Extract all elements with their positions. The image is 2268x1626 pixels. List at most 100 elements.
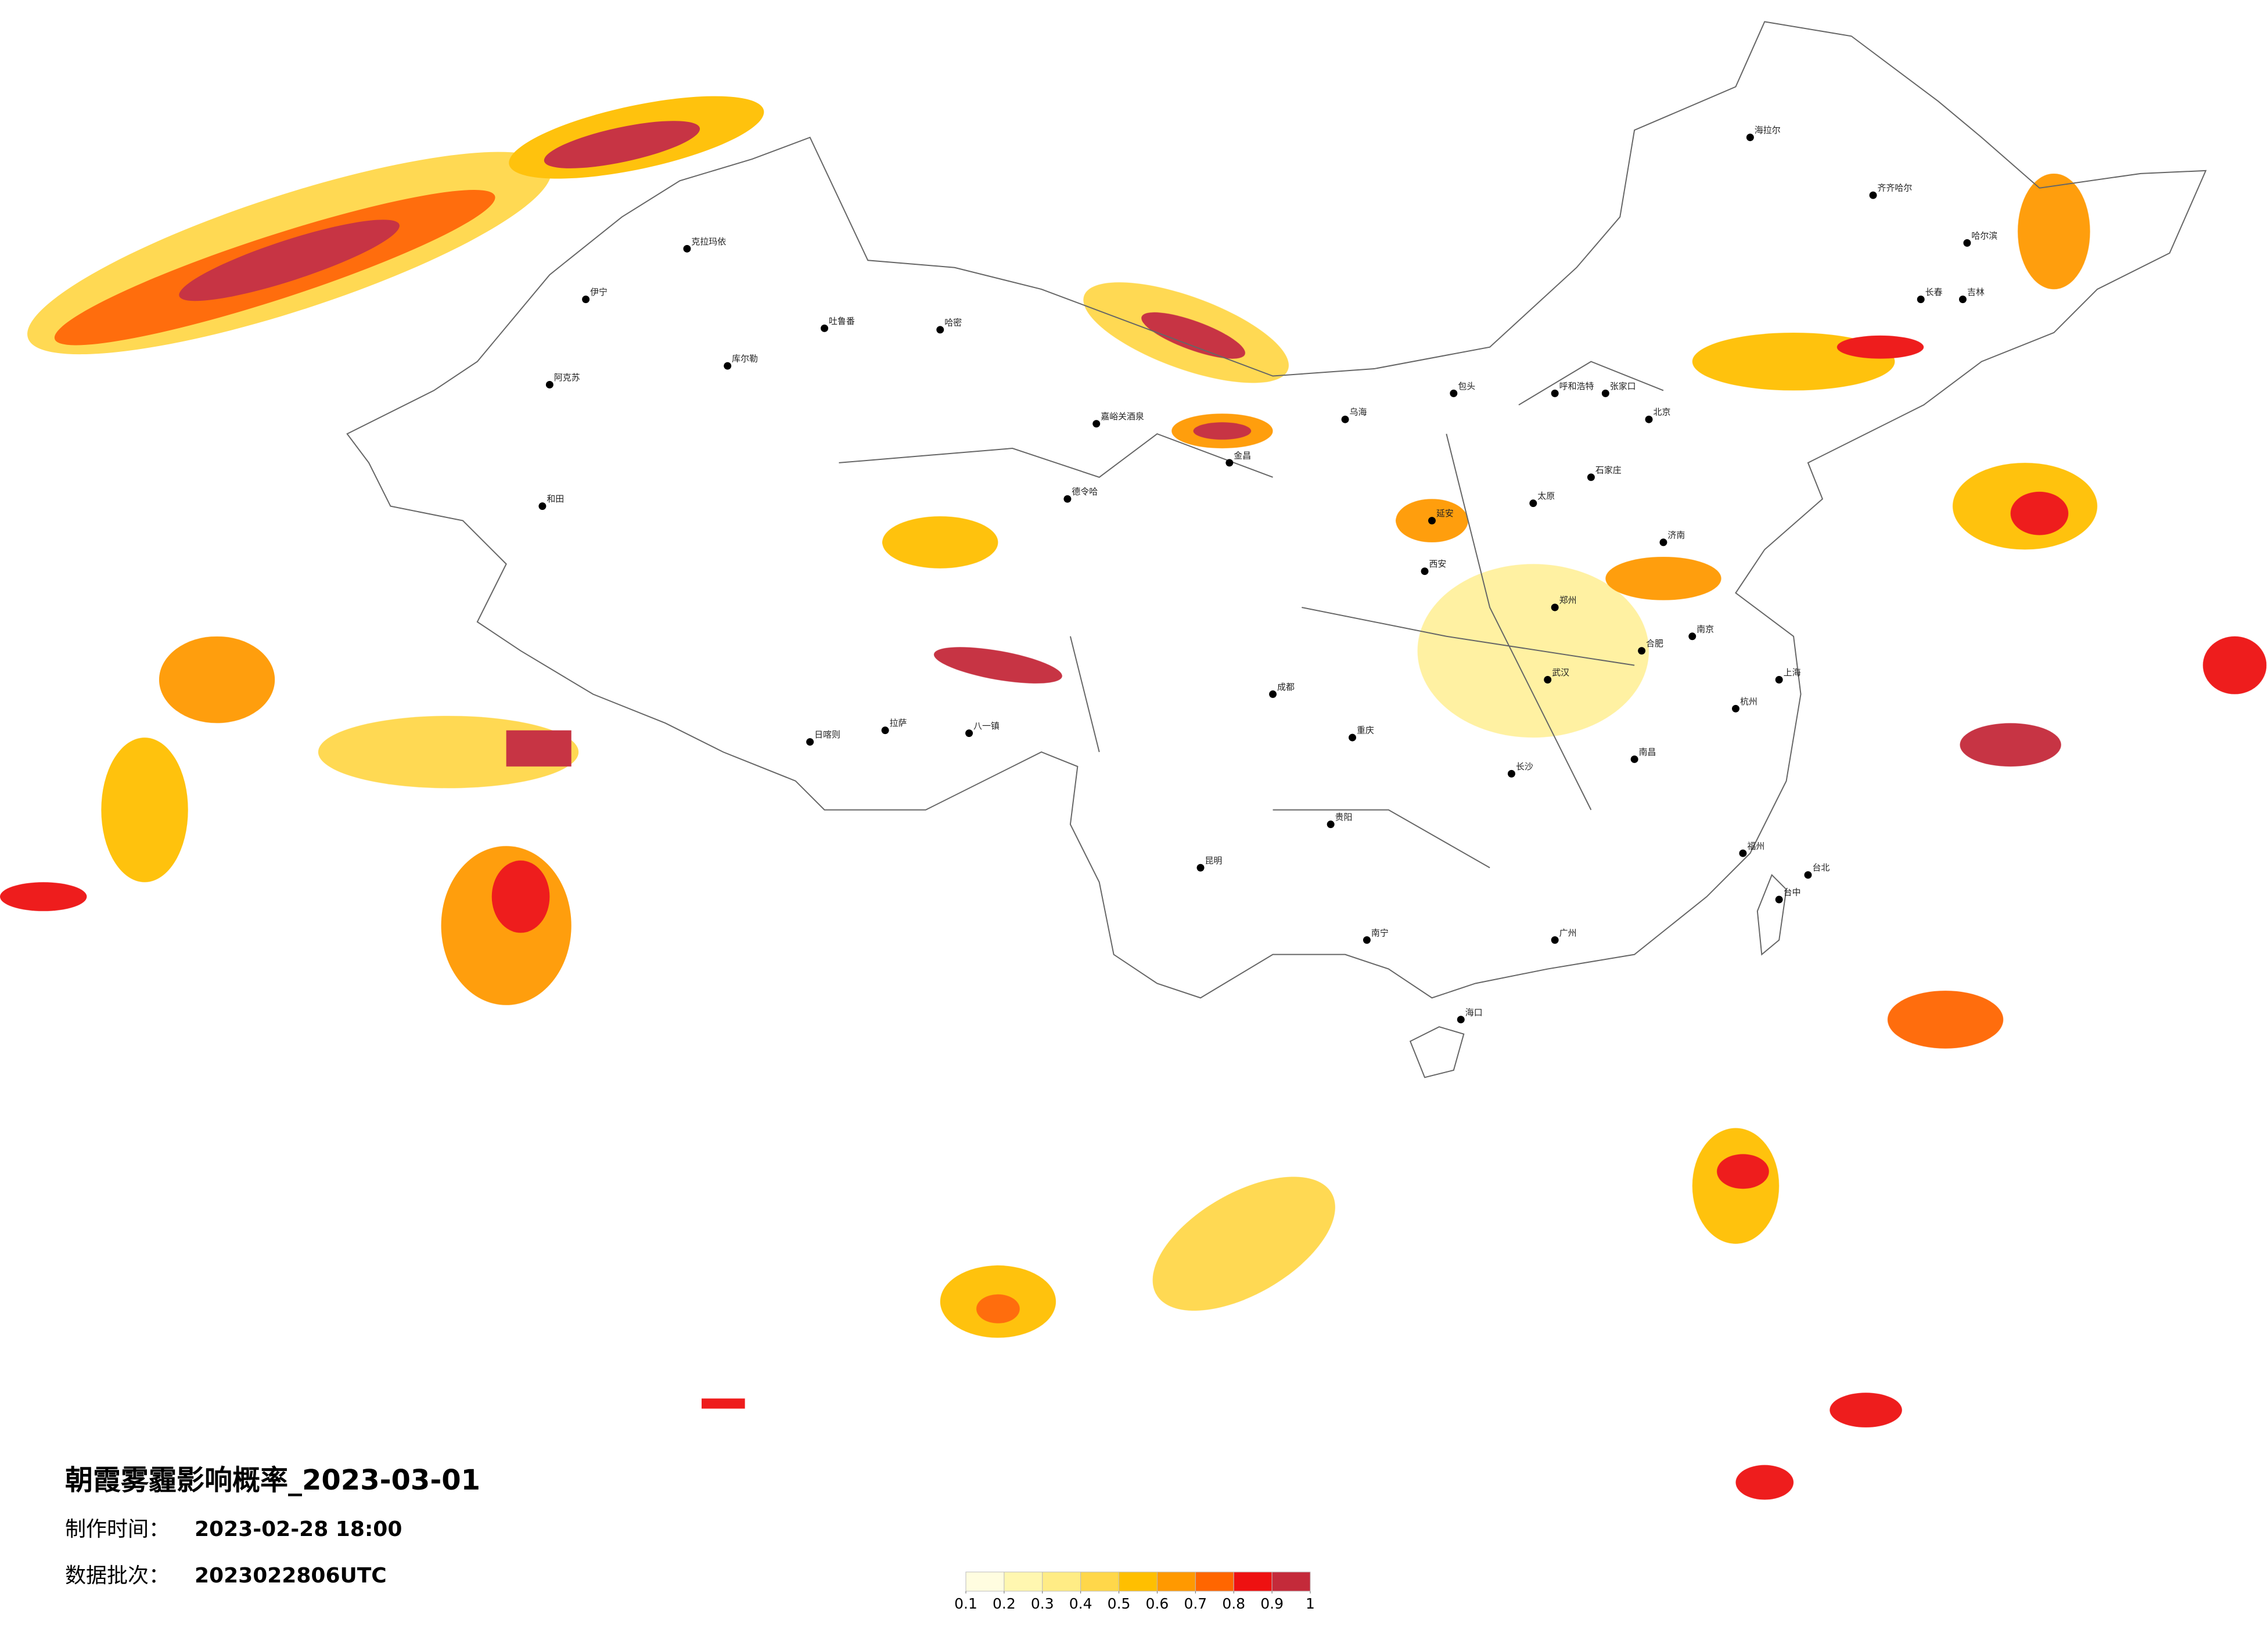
legend-tick-label: 0.6: [1146, 1595, 1169, 1612]
city-dot: [1869, 191, 1877, 199]
city-dot: [724, 362, 732, 370]
city-label: 海口: [1465, 1007, 1483, 1017]
city-label: 长沙: [1516, 761, 1533, 772]
city-label: 济南: [1667, 530, 1685, 540]
made-label: 制作时间：: [65, 1517, 170, 1541]
legend-tick-label: 0.5: [1108, 1595, 1131, 1612]
city-label: 金昌: [1234, 450, 1251, 461]
city-dot: [1327, 821, 1335, 829]
legend-swatch: [1004, 1571, 1043, 1592]
legend-swatch: [965, 1571, 1005, 1592]
city-dot: [806, 738, 814, 746]
city-dot: [1958, 296, 1967, 303]
city-label: 南京: [1696, 624, 1714, 634]
city-dot: [1775, 895, 1783, 904]
city-dot: [1428, 517, 1436, 525]
city-label: 成都: [1277, 682, 1295, 692]
city-dot: [1551, 389, 1559, 397]
city-label: 广州: [1559, 927, 1577, 938]
city-label: 上海: [1784, 667, 1801, 678]
legend-tick-label: 0.2: [993, 1595, 1016, 1612]
legend-tick-label: 0.3: [1031, 1595, 1054, 1612]
city-dot: [1063, 495, 1072, 503]
city-dot: [1450, 389, 1458, 397]
legend-swatch: [1119, 1571, 1158, 1592]
city-label: 嘉峪关酒泉: [1101, 411, 1144, 422]
city-label: 重庆: [1357, 725, 1374, 736]
city-label: 阿克苏: [554, 372, 580, 383]
city-label: 武汉: [1552, 667, 1569, 678]
city-dot: [1421, 567, 1429, 575]
city-dot: [1746, 134, 1754, 142]
city-dot: [1601, 389, 1609, 397]
city-label: 福州: [1747, 841, 1764, 851]
city-label: 张家口: [1610, 381, 1636, 391]
legend-tick-label: 0.4: [1069, 1595, 1092, 1612]
legend-swatch: [1233, 1571, 1273, 1592]
batch-value: 2023022806UTC: [195, 1564, 387, 1588]
city-label: 南昌: [1639, 747, 1656, 757]
city-label: 乌海: [1350, 407, 1367, 418]
city-dot: [538, 502, 547, 510]
city-label: 呼和浩特: [1559, 381, 1594, 391]
city-label: 北京: [1654, 407, 1671, 418]
city-dot: [1269, 690, 1277, 698]
city-label: 包头: [1458, 381, 1475, 391]
city-label: 齐齐哈尔: [1878, 183, 1913, 193]
city-label: 库尔勒: [732, 354, 758, 364]
city-label: 石家庄: [1595, 465, 1622, 475]
city-label: 伊宁: [590, 287, 608, 297]
city-dot: [881, 726, 889, 735]
legend-swatch: [1195, 1571, 1234, 1592]
legend-tick-label: 0.1: [954, 1595, 977, 1612]
city-label: 海拉尔: [1755, 125, 1781, 135]
city-label: 郑州: [1559, 595, 1577, 605]
city-dot: [1551, 936, 1559, 944]
city-label: 八一镇: [973, 721, 1000, 731]
city-dot: [683, 244, 691, 253]
city-dot: [1544, 676, 1552, 684]
legend-tick-label: 0.7: [1184, 1595, 1207, 1612]
city-dot: [1775, 676, 1783, 684]
city-label: 太原: [1537, 491, 1555, 501]
boundaries: [346, 21, 2207, 1078]
city-dot: [1732, 704, 1739, 713]
city-dot: [545, 380, 553, 388]
city-dot: [1457, 1016, 1465, 1024]
legend-swatch: [1156, 1571, 1196, 1592]
city-dot: [1804, 871, 1812, 879]
city-label: 合肥: [1646, 638, 1663, 649]
city-label: 杭州: [1740, 696, 1757, 707]
city-dot: [1739, 849, 1747, 857]
legend-swatch: [1271, 1571, 1311, 1592]
city-label: 长春: [1925, 287, 1943, 297]
city-dot: [1638, 647, 1646, 655]
city-dot: [1688, 632, 1696, 641]
city-label: 台中: [1784, 887, 1801, 898]
city-dot: [1341, 415, 1349, 423]
city-dot: [1587, 473, 1595, 481]
city-label: 日喀则: [814, 729, 840, 740]
city-label: 哈密: [944, 317, 962, 328]
city-dot: [1630, 755, 1638, 763]
city-dot: [1092, 420, 1101, 428]
city-label: 南宁: [1371, 927, 1389, 938]
city-label: 台北: [1812, 862, 1830, 873]
legend-tick-label: 0.9: [1260, 1595, 1284, 1612]
city-dot: [1659, 538, 1667, 546]
city-dot: [1645, 415, 1653, 423]
city-dot: [1196, 864, 1205, 872]
city-label: 哈尔滨: [1971, 231, 1997, 241]
legend-tick-label: 0.8: [1222, 1595, 1245, 1612]
legend-swatch: [1080, 1571, 1120, 1592]
city-label: 昆明: [1205, 855, 1223, 866]
city-dot: [1551, 603, 1559, 611]
legend: 0.1 0.2 0.3 0.4 0.5 0.6 0.7 0.8 0.9 1: [954, 1571, 1315, 1612]
city-dot: [1225, 459, 1234, 467]
city-dot: [1363, 936, 1371, 944]
legend-tick-label: 1: [1306, 1595, 1315, 1612]
city-dot: [936, 326, 944, 334]
